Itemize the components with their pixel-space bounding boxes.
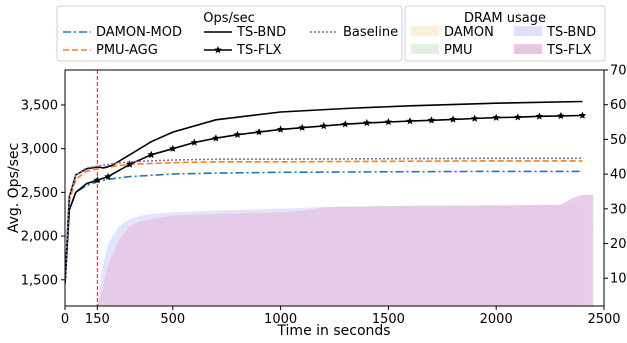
y2-tick-label: 50 [610, 133, 627, 148]
legend-star-marker [214, 46, 222, 54]
series-ts-flx-point [427, 116, 436, 124]
legend-label-ts-bnd: TS-BND [236, 25, 286, 40]
dram-usage-areas [97, 194, 594, 306]
legend-ops-sec: Ops/sec DAMON-MOD PMU-AGG TS-BND TS-FLX Base… [56, 5, 403, 62]
series-ts-flx-point [363, 118, 371, 127]
x-tick-label: 150 [85, 312, 110, 327]
series-ts-flx-point [341, 120, 350, 128]
series-baseline [65, 157, 583, 285]
y2-tick-label: 40 [610, 168, 627, 183]
legend-label-dram-pmu: PMU [444, 43, 473, 58]
legend-swatch-dram-ts-flx [514, 44, 542, 54]
plot-frame [64, 69, 605, 307]
y2-tick-label: 20 [610, 237, 627, 252]
legend-label-baseline: Baseline [343, 25, 398, 40]
legend-label-damon-mod: DAMON-MOD [96, 25, 182, 40]
y2-tick-label: 10 [610, 272, 627, 287]
legend-ops-title: Ops/sec [203, 11, 255, 26]
x-tick-label: 2500 [587, 312, 620, 327]
x-tick-label: 1500 [372, 312, 405, 327]
legend-label-ts-flx: TS-FLX [236, 43, 282, 58]
x-axis: 0 150 500 1000 1500 2000 2500 [61, 306, 621, 327]
x-axis-label: Time in seconds [276, 323, 390, 339]
y-tick-label: 2,000 [21, 230, 58, 245]
y-axis-label: Avg. Ops/sec [6, 143, 22, 233]
y-tick-label: 2,500 [21, 186, 58, 201]
series-ts-flx-point [190, 138, 199, 146]
y-tick-label: 3,500 [21, 98, 58, 113]
series-ts-flx-point [233, 130, 242, 138]
series-ts-flx-point [212, 134, 220, 142]
series-ts-flx-point [406, 117, 414, 125]
legend-swatch-dram-pmu [411, 44, 439, 54]
series-ts-flx-point [298, 123, 306, 131]
series-ts-flx-point [255, 128, 263, 136]
series-ts-flx-point [514, 113, 522, 121]
series-ts-flx-point [535, 112, 544, 120]
legend-dram-usage: DRAM usage DAMON PMU TS-BND TS-FLX [404, 5, 606, 62]
y2-tick-label: 60 [610, 98, 627, 113]
x-tick-label: 500 [160, 312, 185, 327]
series-ts-flx-point [449, 115, 457, 123]
legend-swatch-dram-damon [411, 26, 439, 36]
y-tick-label: 3,000 [21, 142, 58, 157]
series-ts-flx-point [557, 111, 565, 120]
series-ts-flx-point [276, 125, 285, 133]
y-tick-label: 1,500 [21, 273, 58, 288]
ops-lines [65, 100, 587, 285]
y-axis-left: 1,500 2,000 2,500 3,000 3,500 [21, 98, 65, 288]
series-ts-flx [65, 114, 583, 285]
legend-label-dram-ts-flx: TS-FLX [546, 43, 592, 58]
series-ts-flx-point [169, 144, 177, 152]
y-axis-right: 10 20 30 40 50 60 70 [604, 64, 627, 287]
x-tick-label: 1000 [264, 312, 297, 327]
legend-label-pmu-agg: PMU-AGG [96, 43, 158, 58]
legend-dram-title: DRAM usage [464, 11, 546, 26]
x-tick-label: 2000 [480, 312, 513, 327]
legend-label-dram-ts-bnd: TS-BND [546, 25, 596, 40]
series-ts-flx-point [470, 114, 479, 122]
y2-tick-label: 70 [610, 64, 627, 79]
series-ts-flx-point [93, 176, 102, 184]
y2-tick-label: 30 [610, 202, 627, 217]
x-tick-label: 0 [61, 312, 69, 327]
series-ts-flx-point [578, 111, 587, 119]
series-ts-flx-point [147, 150, 155, 158]
series-ts-flx-point [104, 172, 112, 180]
legend-swatch-dram-ts-bnd [514, 26, 542, 36]
legend-label-dram-damon: DAMON [444, 25, 494, 40]
series-ts-flx-point [125, 160, 134, 168]
series-ts-flx-point [384, 118, 393, 126]
series-ts-flx-point [492, 113, 500, 121]
dram-area-ts-flx [97, 194, 594, 306]
series-ts-flx-point [319, 121, 328, 130]
